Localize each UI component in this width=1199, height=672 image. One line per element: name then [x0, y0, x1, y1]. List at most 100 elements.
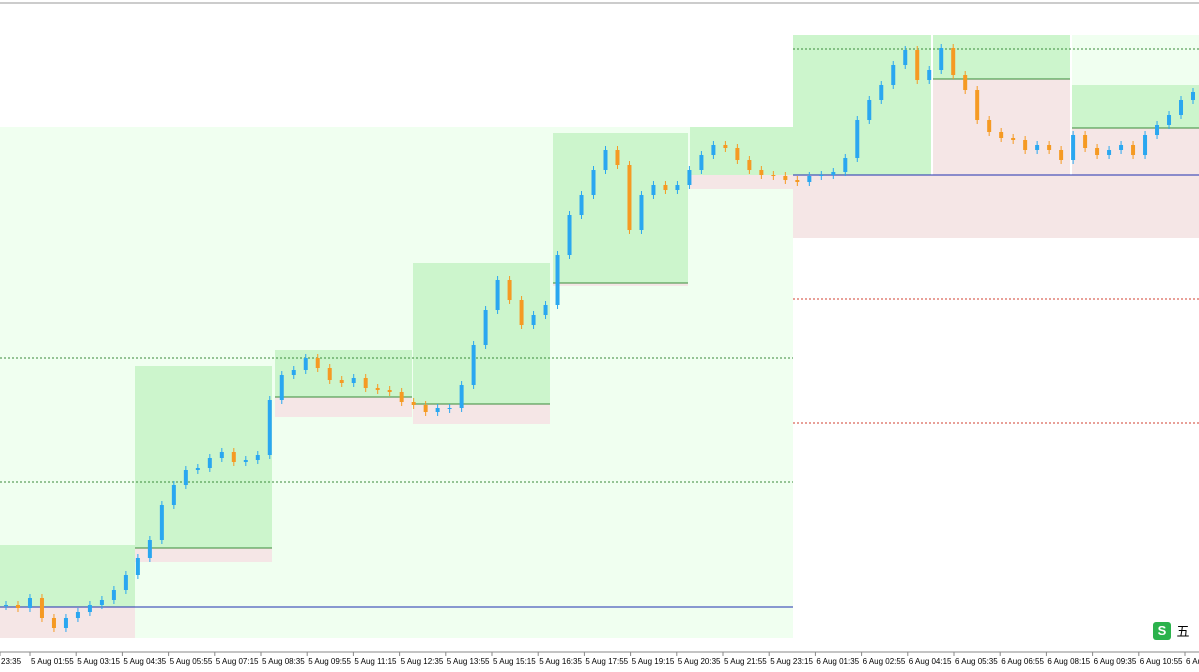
candle-body: [87, 605, 92, 612]
candle-body: [195, 468, 200, 470]
candle-body: [279, 375, 284, 400]
x-tick-label: 5 Aug 19:15: [632, 657, 675, 666]
candle-body: [903, 50, 908, 65]
candle-body: [891, 65, 896, 85]
candle-body: [531, 315, 536, 325]
candle-body: [363, 378, 368, 388]
x-tick-label: 6 Aug 05:35: [955, 657, 998, 666]
candle-body: [399, 392, 404, 402]
candle-body: [459, 385, 464, 408]
candle-body: [723, 145, 728, 148]
candle-body: [423, 405, 428, 412]
candle-body: [819, 175, 824, 176]
x-tick-label: 6 Aug 06:55: [1001, 657, 1044, 666]
candle-body: [3, 605, 8, 606]
ime-icon: [1153, 622, 1171, 640]
x-tick-label: 5 Aug 20:35: [678, 657, 721, 666]
candle-body: [123, 575, 128, 590]
x-tick-label: 5 Aug 23:15: [770, 657, 813, 666]
candle-body: [159, 505, 164, 540]
candle-body: [471, 345, 476, 385]
candle-body: [543, 305, 548, 315]
candle-body: [711, 145, 716, 155]
candle-body: [1059, 150, 1064, 160]
candle-body: [915, 50, 920, 80]
candle-body: [603, 150, 608, 170]
candle-body: [999, 132, 1004, 138]
candle-body: [747, 160, 752, 170]
candle-body: [51, 618, 56, 628]
x-tick-label: 5 Aug 11:15: [354, 657, 397, 666]
x-tick-label: 5 Aug 07:15: [216, 657, 259, 666]
x-tick-label: 6 Aug 04:15: [909, 657, 952, 666]
candles: [3, 44, 1196, 632]
x-tick-label: 5 Aug 17:55: [585, 657, 628, 666]
candle-body: [15, 605, 20, 608]
candle-body: [699, 155, 704, 170]
candle-body: [99, 600, 104, 605]
candle-body: [927, 70, 932, 80]
candle-body: [1011, 138, 1016, 140]
x-tick-label: 6 Aug 09:35: [1094, 657, 1137, 666]
x-axis: 23:35 5 Aug 01:55 5 Aug 03:15 5 Aug 04:35 5 …: [0, 652, 1199, 666]
candle-body: [27, 598, 32, 608]
candle-body: [1035, 145, 1040, 150]
ime-icon-text: S: [1158, 623, 1167, 638]
candle-body: [591, 170, 596, 195]
candle-body: [75, 612, 80, 618]
candle-body: [615, 150, 620, 165]
candle-body: [579, 195, 584, 215]
x-tick-label: 5 Aug 01:55: [31, 657, 74, 666]
candle-body: [1047, 145, 1052, 150]
red-boxes: [0, 79, 1199, 638]
candle-body: [291, 370, 296, 375]
candle-body: [1143, 135, 1148, 155]
candle-body: [1071, 135, 1076, 160]
candle-body: [387, 390, 392, 392]
candle-body: [759, 170, 764, 175]
x-tick-label: 6 Aug 02:55: [863, 657, 906, 666]
candle-body: [807, 176, 812, 182]
green-boxes: [0, 35, 1199, 607]
candle-body: [663, 185, 668, 190]
candle-body: [231, 452, 236, 462]
candle-body: [639, 195, 644, 230]
candle-body: [375, 388, 380, 390]
candle-body: [1155, 125, 1160, 135]
candle-body: [519, 300, 524, 325]
candle-body: [975, 90, 980, 120]
candle-body: [795, 180, 800, 182]
candle-body: [567, 215, 572, 255]
candle-body: [111, 590, 116, 600]
x-tick-label: 5 Aug 15:15: [493, 657, 536, 666]
candle-body: [219, 452, 224, 458]
candle-body: [339, 380, 344, 383]
candle-body: [243, 460, 248, 462]
candle-body: [843, 158, 848, 172]
candle-body: [951, 48, 956, 75]
candle-body: [147, 540, 152, 558]
x-tick-label: 5 Aug 21:55: [724, 657, 767, 666]
candle-body: [507, 280, 512, 300]
candle-body: [627, 165, 632, 230]
candle-body: [879, 85, 884, 100]
candle-body: [183, 470, 188, 485]
x-tick-label: 6 Au: [1186, 657, 1199, 666]
x-tick-label: 5 Aug 09:55: [308, 657, 351, 666]
x-tick-label: 6 Aug 10:55: [1140, 657, 1183, 666]
candle-body: [447, 408, 452, 409]
candle-body: [855, 120, 860, 158]
candle-body: [1119, 145, 1124, 150]
candle-body: [135, 558, 140, 575]
candle-body: [1095, 148, 1100, 155]
x-tick-label: 5 Aug 13:55: [447, 657, 490, 666]
candle-body: [867, 100, 872, 120]
candle-body: [1131, 145, 1136, 155]
candle-body: [939, 48, 944, 70]
candle-body: [351, 378, 356, 383]
x-axis-strip: [0, 652, 1199, 672]
x-tick-label: 5 Aug 04:35: [123, 657, 166, 666]
candle-body: [483, 310, 488, 345]
